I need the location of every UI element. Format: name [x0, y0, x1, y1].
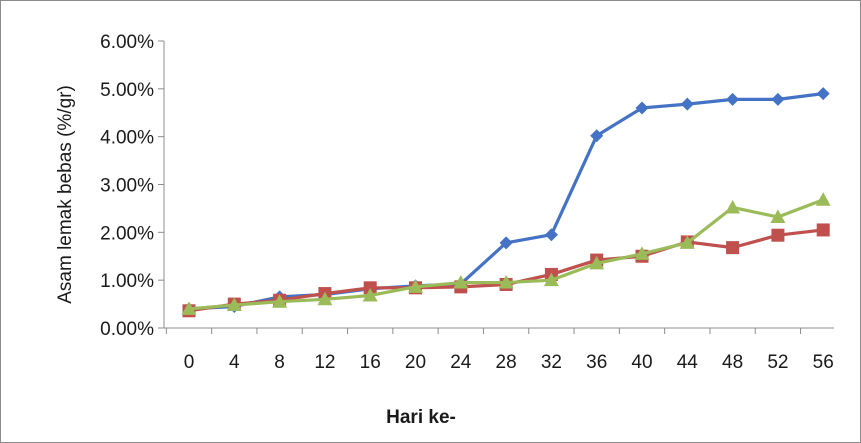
- data-point: [317, 291, 333, 306]
- y-axis: 0.00% 1.00% 2.00% 3.00% 4.00% 5.00% 6.00%: [100, 32, 165, 340]
- data-point: [453, 275, 469, 289]
- x-tick-label: 8: [274, 352, 285, 373]
- x-tick-label: 52: [767, 352, 788, 373]
- data-point: [363, 281, 377, 295]
- x-axis-title: Hari ke-: [386, 407, 456, 428]
- data-point: [544, 228, 558, 242]
- x-tick-label: 32: [541, 352, 562, 373]
- data-point: [726, 92, 740, 106]
- data-point: [770, 209, 786, 224]
- y-tick-label: 4.00%: [100, 128, 154, 149]
- data-point: [679, 235, 695, 249]
- data-point: [816, 87, 830, 101]
- x-tick-label: 12: [314, 352, 335, 373]
- y-tick-label: 5.00%: [100, 80, 154, 101]
- data-point: [272, 294, 288, 308]
- data-point: [499, 236, 513, 250]
- data-point: [498, 275, 514, 289]
- data-point: [635, 101, 649, 115]
- y-tick-label: 6.00%: [100, 32, 154, 53]
- y-tick-label: 1.00%: [100, 271, 154, 292]
- series-3: [181, 192, 831, 315]
- data-point: [181, 301, 197, 315]
- series-line: [188, 198, 824, 311]
- y-tick-label: 2.00%: [100, 223, 154, 244]
- x-tick-label: 28: [496, 352, 517, 373]
- x-tick-label: 36: [586, 352, 607, 373]
- data-point: [680, 97, 694, 111]
- data-point: [725, 199, 741, 214]
- data-point: [362, 287, 378, 302]
- data-point: [226, 297, 242, 312]
- x-tick-label: 56: [813, 352, 834, 373]
- x-tick-label: 24: [450, 352, 472, 373]
- data-point: [815, 192, 831, 206]
- data-point: [816, 223, 830, 237]
- data-point: [590, 129, 604, 143]
- y-tick-label: 3.00%: [100, 176, 154, 197]
- y-axis-title: Asam lemak bebas (%/gr): [55, 85, 76, 304]
- data-point: [771, 228, 785, 242]
- x-tick-label: 4: [229, 352, 240, 373]
- x-axis: 0 4 8 12 16 20 24 28 32 36 40 44 48 52 56: [164, 327, 834, 373]
- data-point: [408, 279, 423, 293]
- x-tick-label: 16: [360, 352, 381, 373]
- x-tick-label: 44: [677, 352, 699, 373]
- series-layer: [181, 87, 831, 318]
- x-tick-label: 40: [631, 352, 652, 373]
- data-point: [543, 272, 559, 287]
- data-point: [634, 246, 650, 260]
- data-point: [589, 255, 605, 270]
- data-point: [771, 92, 785, 106]
- x-tick-label: 20: [405, 352, 426, 373]
- y-tick-label: 0.00%: [100, 319, 154, 340]
- x-tick-label: 0: [184, 352, 195, 373]
- data-point: [726, 241, 740, 255]
- x-tick-label: 48: [722, 352, 743, 373]
